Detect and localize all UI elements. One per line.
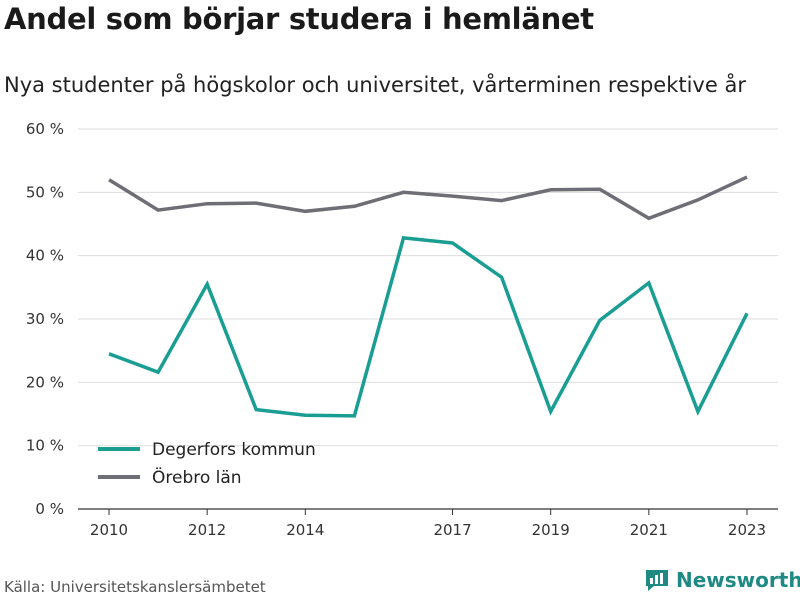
series-lines bbox=[108, 175, 749, 418]
brand-name: Newsworthy bbox=[676, 568, 800, 592]
x-tick-label: 2010 bbox=[90, 521, 128, 539]
y-tick-label: 20 % bbox=[26, 373, 64, 391]
x-tick-label: 2023 bbox=[728, 521, 766, 539]
y-tick-label: 10 % bbox=[26, 437, 64, 455]
y-tick-label: 60 % bbox=[26, 120, 64, 138]
newsworthy-logo-icon bbox=[646, 570, 668, 591]
chart-title: Andel som börjar studera i hemlänet bbox=[4, 2, 594, 36]
x-tick-label: 2019 bbox=[532, 521, 570, 539]
y-tick-label: 30 % bbox=[26, 310, 64, 328]
x-tick-label: 2017 bbox=[433, 521, 471, 539]
y-tick-label: 50 % bbox=[26, 183, 64, 201]
x-tick-label: 2014 bbox=[286, 521, 324, 539]
x-tick-label: 2021 bbox=[630, 521, 668, 539]
y-axis: 0 % 10 % 20 % 30 % 40 % 50 % 60 % bbox=[26, 120, 64, 518]
source-note: Källa: Universitetskanslersämbetet bbox=[4, 578, 266, 596]
x-tick-label: 2012 bbox=[188, 521, 226, 539]
legend: Degerfors kommun Örebro län bbox=[98, 440, 316, 488]
legend-label: Degerfors kommun bbox=[152, 440, 316, 460]
legend-label: Örebro län bbox=[152, 466, 242, 488]
series-line bbox=[108, 175, 748, 221]
series-line bbox=[108, 236, 749, 418]
brand-logo: Newsworthy bbox=[644, 568, 800, 592]
chart-subtitle: Nya studenter på högskolor och universit… bbox=[4, 73, 746, 97]
y-tick-label: 0 % bbox=[35, 500, 64, 518]
x-axis: 2010 2012 2014 2017 2019 2021 2023 bbox=[90, 509, 766, 539]
y-tick-label: 40 % bbox=[26, 247, 64, 265]
